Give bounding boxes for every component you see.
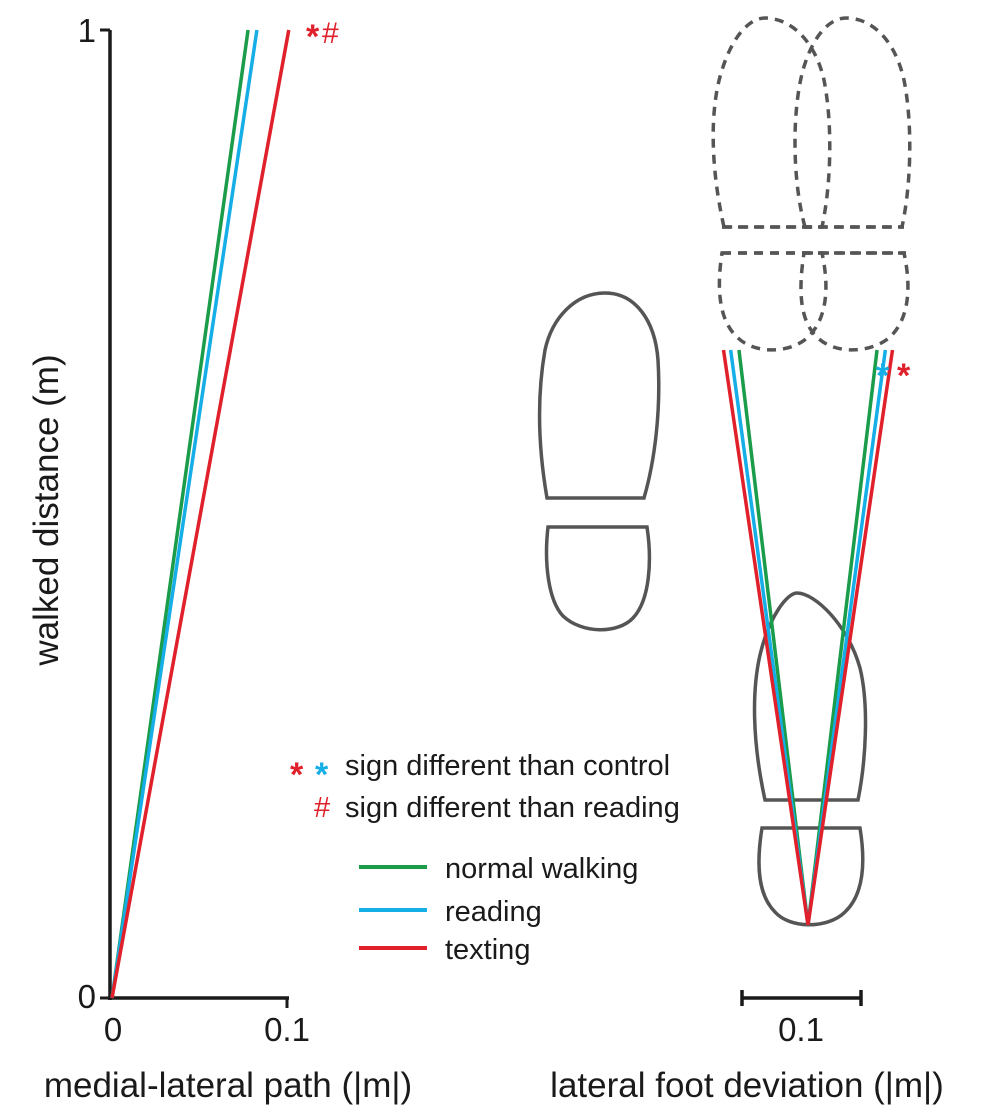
x-tick-label-0: 0 [104, 1011, 122, 1048]
legend-hash-red: # [314, 792, 330, 824]
foot-heel-outline [757, 826, 865, 927]
right-reading-star: * [876, 357, 890, 395]
foot-sole-outline [537, 291, 661, 500]
foot-sole-outline [752, 591, 868, 802]
x-axis-title: lateral foot deviation (|m|) [550, 1066, 944, 1105]
y-tick-label-1: 1 [78, 12, 96, 49]
legend-label-normal: normal walking [445, 853, 638, 885]
right-series-group [721, 349, 895, 926]
y-axis-title: walked distance (m) [27, 354, 66, 666]
left-series-line-reading [110, 29, 259, 999]
y-tick-label-0: 0 [78, 978, 96, 1015]
legend: * * sign different than control # sign d… [290, 750, 680, 966]
footprint-bottom [752, 591, 868, 927]
x-axis-title: medial-lateral path (|m|) [44, 1066, 412, 1105]
left-texting-star: * [306, 18, 320, 56]
foot-heel-outline [544, 525, 652, 632]
scale-bar-label: 0.1 [778, 1011, 824, 1048]
foot-heel-outline [717, 251, 828, 352]
legend-star-blue: * [315, 756, 329, 794]
footprint-dashed-right [793, 16, 912, 352]
foot-sole-outline [711, 16, 832, 229]
left-texting-hash: # [322, 17, 339, 50]
right-series-line-texting-left [721, 349, 810, 926]
left-chart: 1 0 0 0.1 walked distance (m) medial-lat… [27, 12, 412, 1105]
legend-sig-reading: sign different than reading [345, 792, 680, 824]
legend-label-reading: reading [445, 896, 542, 928]
right-chart: * * 0.1 lateral foot deviation (|m|) [550, 349, 944, 1105]
left-series-group [110, 29, 291, 999]
legend-sig-control: sign different than control [345, 750, 670, 782]
left-series-line-texting [110, 29, 291, 999]
right-texting-star: * [897, 357, 911, 395]
x-tick-label-0.1: 0.1 [264, 1011, 310, 1048]
foot-sole-outline [793, 16, 912, 229]
legend-star-red: * [290, 756, 304, 794]
right-series-line-texting-right [806, 349, 895, 926]
legend-label-texting: texting [445, 934, 530, 966]
foot-heel-outline [799, 251, 910, 352]
footprint-dashed-left [711, 16, 832, 352]
footprint-standalone [537, 291, 661, 632]
